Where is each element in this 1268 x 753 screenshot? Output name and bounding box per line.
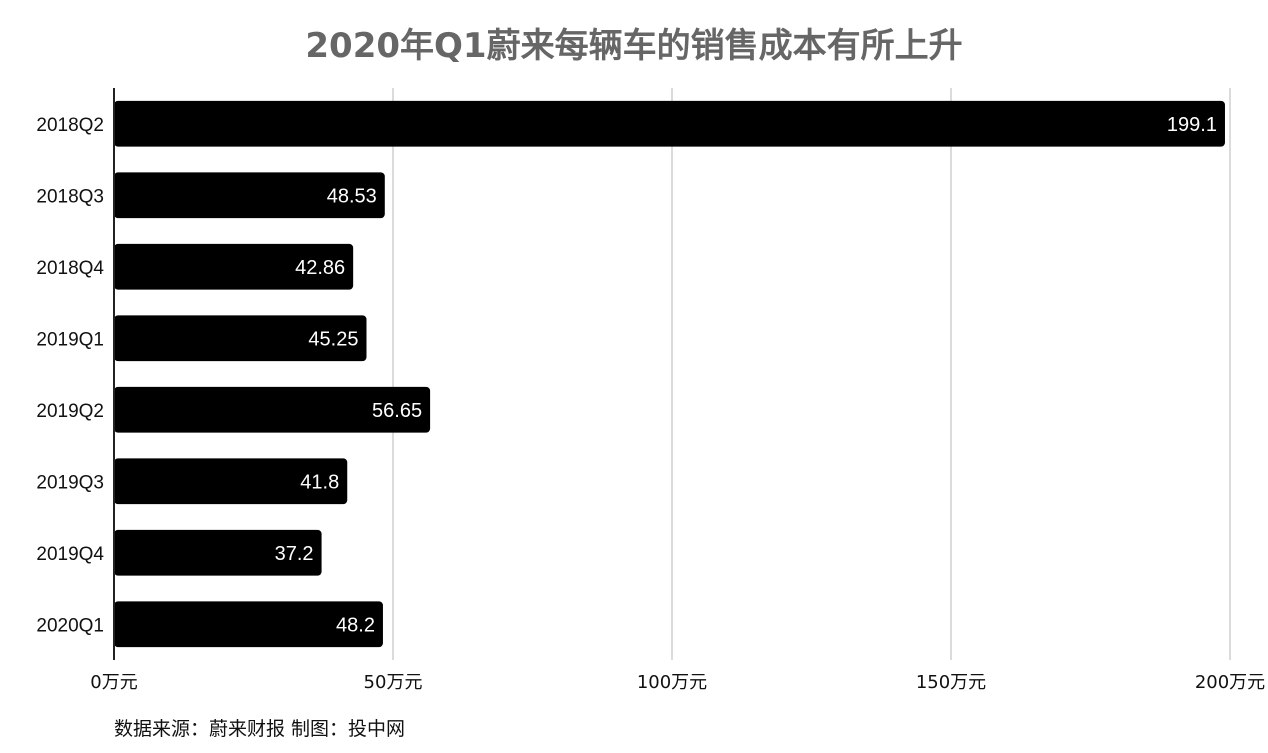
category-label: 2018Q2 — [36, 115, 104, 136]
bar — [114, 458, 348, 505]
bar — [114, 100, 1225, 147]
bar-value-label: 199.1 — [1167, 114, 1217, 136]
bar — [114, 601, 383, 648]
bar-value-label: 45.25 — [308, 328, 358, 350]
bar — [114, 172, 385, 219]
category-label: 2018Q3 — [36, 186, 104, 207]
bar-value-label: 48.2 — [336, 614, 375, 636]
bar — [114, 529, 322, 576]
category-label: 2019Q2 — [36, 401, 104, 422]
category-label: 2019Q4 — [36, 544, 104, 565]
x-tick-label: 100万元 — [637, 672, 707, 693]
bar — [114, 386, 431, 433]
bar-value-label: 41.8 — [300, 471, 339, 493]
x-tick-label: 150万元 — [916, 672, 986, 693]
x-tick-label: 0万元 — [90, 672, 137, 693]
category-labels: 2018Q2 2018Q3 2018Q4 2019Q1 2019Q2 2019Q3 2019… — [36, 115, 104, 637]
chart-title: 2020年Q1蔚来每辆车的销售成本有所上升 — [305, 26, 963, 66]
x-tick-label: 200万元 — [1195, 672, 1265, 693]
x-tick-labels: 0万元 50万元 100万元 150万元 200万元 — [90, 672, 1265, 693]
category-label: 2020Q1 — [36, 615, 104, 636]
source-note: 数据来源：蔚来财报 制图：投中网 — [114, 718, 406, 740]
bars: 199.1 48.53 42.86 45.25 56.65 41.8 37.2 48.2 — [114, 100, 1225, 648]
bar — [114, 243, 354, 290]
bar-value-label: 48.53 — [327, 185, 377, 207]
x-tick-label: 50万元 — [364, 672, 423, 693]
category-label: 2018Q4 — [36, 258, 104, 279]
bar-value-label: 56.65 — [372, 400, 422, 422]
bar-value-label: 37.2 — [275, 543, 314, 565]
gridlines — [392, 88, 1231, 660]
category-label: 2019Q1 — [36, 329, 104, 350]
bar — [114, 315, 367, 362]
category-label: 2019Q3 — [36, 472, 104, 493]
bar-value-label: 42.86 — [295, 257, 345, 279]
